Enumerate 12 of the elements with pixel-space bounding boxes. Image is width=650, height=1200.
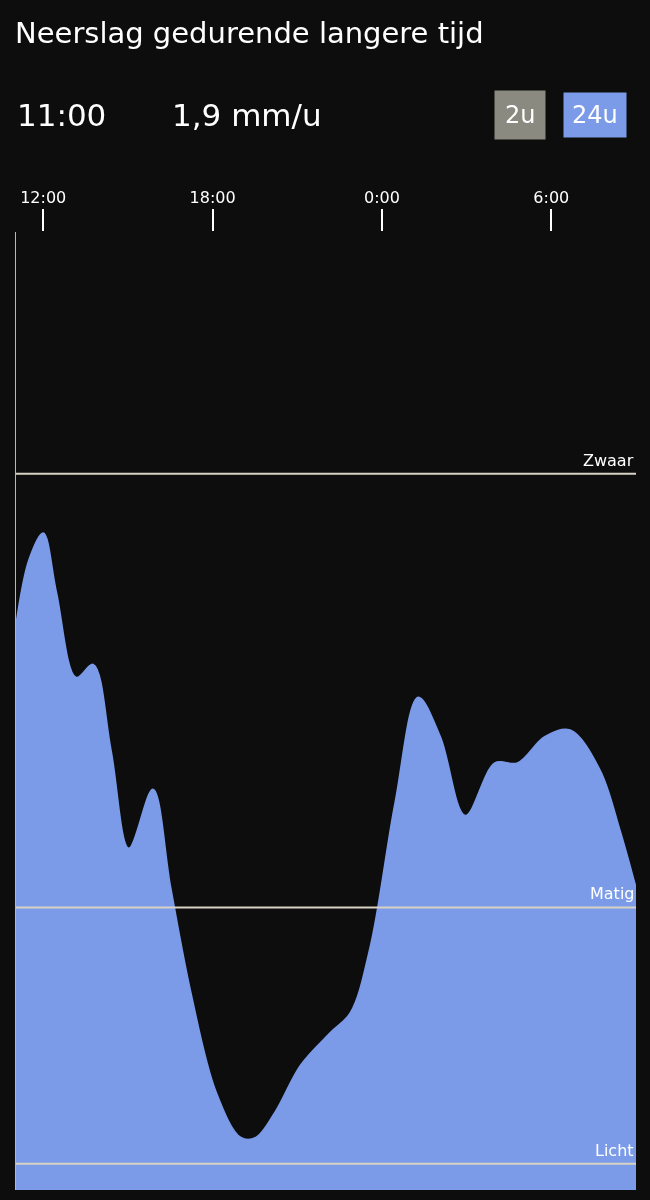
text: 1,9 mm/u [172,97,322,133]
ref-line-label: Matig [590,884,635,903]
chart-title: Neerslag gedurende langere tijd [15,16,484,51]
x-tick-label: 6:00 [533,187,570,207]
text: 24u [572,101,618,129]
text: 11:00 [17,97,107,133]
ref-line-label: Zwaar [583,451,634,470]
x-tick-label: 18:00 [189,187,236,207]
x-tick-label: 12:00 [20,187,67,207]
x-tick-label: 0:00 [363,187,400,207]
text: 2u [505,101,536,129]
ref-line-label: Licht [595,1141,634,1160]
